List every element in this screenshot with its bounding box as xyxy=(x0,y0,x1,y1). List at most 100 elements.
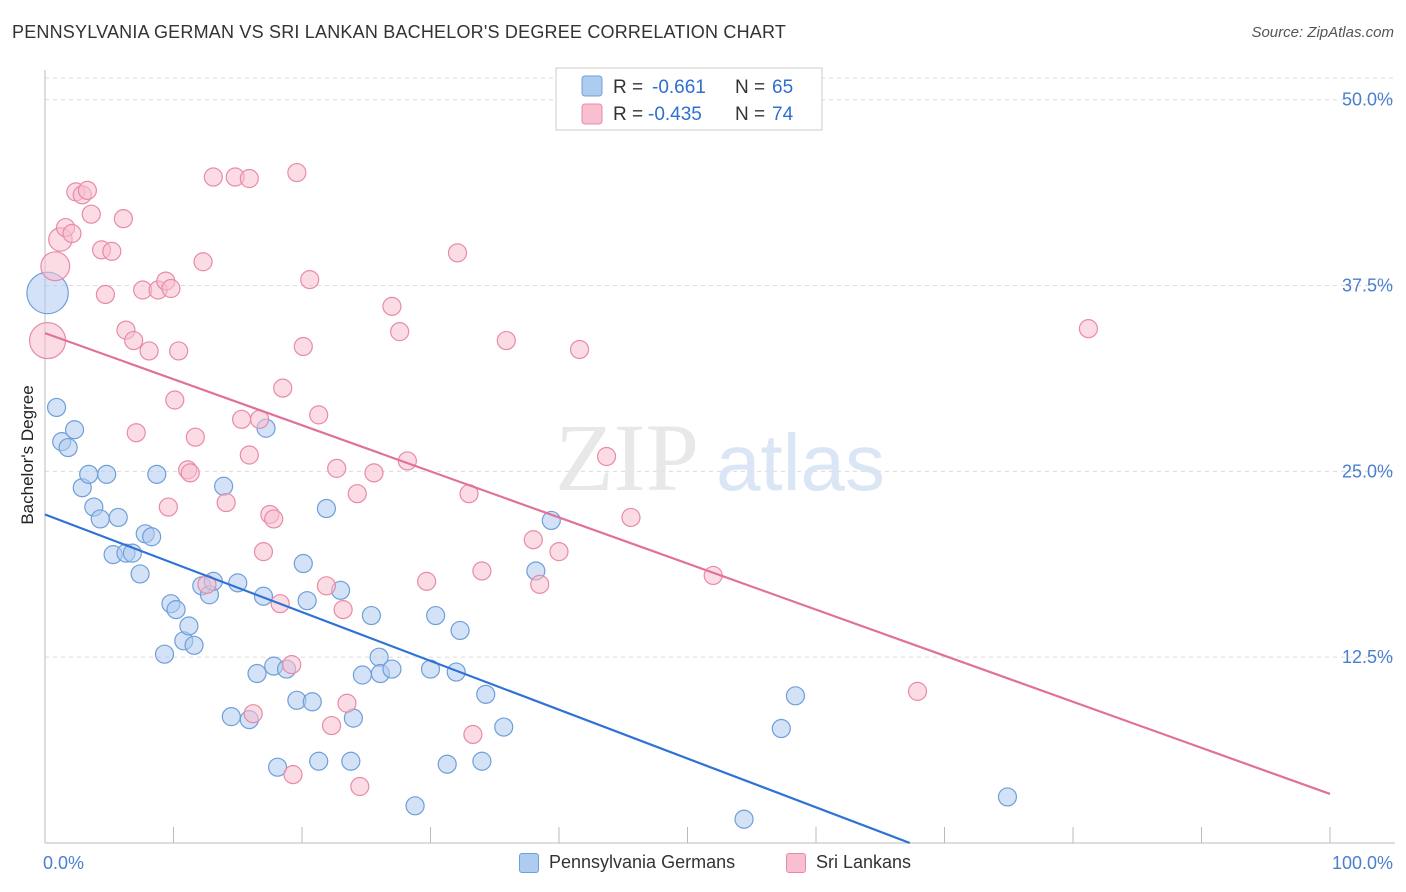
legend-swatch-blue xyxy=(581,75,603,97)
point-pennsylvania-germans xyxy=(472,751,492,771)
series-sri-lankans xyxy=(28,162,1099,797)
point-sri-lankans xyxy=(77,180,98,201)
point-sri-lankans xyxy=(621,507,641,528)
point-sri-lankans xyxy=(158,497,178,517)
point-pennsylvania-germans xyxy=(341,751,361,771)
trend-line-pennsylvania-germans xyxy=(44,513,911,845)
legend-n-value: 74 xyxy=(772,104,794,125)
legend-n-value: 65 xyxy=(772,77,793,98)
point-pennsylvania-germans xyxy=(446,662,466,682)
point-sri-lankans xyxy=(309,405,329,425)
point-pennsylvania-germans xyxy=(450,620,470,641)
x-tick-label: 0.0% xyxy=(43,853,84,873)
point-pennsylvania-germans xyxy=(166,600,186,620)
legend-label: Pennsylvania Germans xyxy=(549,852,736,872)
legend-swatch-pink xyxy=(581,103,603,125)
series-pennsylvania-germans xyxy=(26,271,1018,829)
point-sri-lankans xyxy=(40,251,71,282)
point-sri-lankans xyxy=(243,704,263,724)
point-sri-lankans xyxy=(216,492,236,513)
legend-r-label: R = xyxy=(613,104,643,125)
watermark-atlas: atlas xyxy=(716,418,885,507)
point-sri-lankans xyxy=(273,378,293,398)
tick-labels: 12.5% 25.0% 37.5% 50.0% 0.0% 100.0% xyxy=(43,90,1393,873)
point-pennsylvania-germans xyxy=(352,665,372,685)
point-sri-lankans xyxy=(549,542,569,562)
legend-n-label: N = xyxy=(735,77,765,98)
x-tick-label: 100.0% xyxy=(1332,853,1393,873)
point-sri-lankans xyxy=(169,341,189,361)
point-pennsylvania-germans xyxy=(46,397,67,418)
point-sri-lankans xyxy=(382,296,402,316)
point-sri-lankans xyxy=(124,330,144,351)
point-pennsylvania-germans xyxy=(64,420,85,440)
legend-bottom: Pennsylvania Germans Sri Lankans xyxy=(0,852,1406,878)
point-sri-lankans xyxy=(316,576,337,596)
point-pennsylvania-germans xyxy=(221,707,241,727)
point-pennsylvania-germans xyxy=(785,686,806,706)
point-sri-lankans xyxy=(282,655,302,675)
legend-label: Sri Lankans xyxy=(816,852,912,872)
y-tick-label: 50.0% xyxy=(1342,90,1393,110)
point-pennsylvania-germans xyxy=(476,684,496,704)
point-pennsylvania-germans xyxy=(302,692,322,712)
point-sri-lankans xyxy=(253,542,274,562)
point-pennsylvania-germans xyxy=(734,809,754,829)
point-sri-lankans xyxy=(193,252,213,272)
point-sri-lankans xyxy=(126,423,146,443)
watermark-zip: ZIP xyxy=(555,404,699,511)
point-pennsylvania-germans xyxy=(184,635,204,655)
point-sri-lankans xyxy=(62,223,82,244)
y-tick-label: 12.5% xyxy=(1342,647,1393,667)
source-credit: Source: ZipAtlas.com xyxy=(1251,24,1394,41)
point-sri-lankans xyxy=(293,336,313,357)
point-sri-lankans xyxy=(1078,319,1099,339)
legend-swatch-blue xyxy=(519,852,539,873)
point-pennsylvania-germans xyxy=(382,659,402,679)
point-pennsylvania-germans xyxy=(253,586,274,606)
point-sri-lankans xyxy=(907,681,928,701)
zipatlas-watermark: ZIP atlas xyxy=(555,404,885,511)
point-sri-lankans xyxy=(350,776,370,797)
point-pennsylvania-germans xyxy=(771,718,791,739)
point-pennsylvania-germans xyxy=(997,787,1018,807)
point-pennsylvania-germans xyxy=(297,591,317,611)
point-pennsylvania-germans xyxy=(405,796,425,816)
trend-line-sri-lankans xyxy=(44,332,1331,795)
point-sri-lankans xyxy=(347,484,367,504)
point-pennsylvania-germans xyxy=(214,476,234,496)
point-sri-lankans xyxy=(321,715,342,736)
point-pennsylvania-germans xyxy=(426,605,446,626)
y-tick-label: 37.5% xyxy=(1342,276,1393,296)
point-pennsylvania-germans xyxy=(293,553,313,574)
point-pennsylvania-germans xyxy=(79,464,99,484)
point-sri-lankans xyxy=(139,341,159,361)
point-sri-lankans xyxy=(185,427,205,447)
point-sri-lankans xyxy=(523,530,543,550)
point-pennsylvania-germans xyxy=(108,507,128,528)
point-sri-lankans xyxy=(390,322,410,342)
point-sri-lankans xyxy=(417,571,437,591)
point-sri-lankans xyxy=(300,270,320,290)
point-sri-lankans xyxy=(447,243,468,263)
point-sri-lankans xyxy=(327,458,347,478)
legend-top: R = -0.661 N = 65 R = -0.435 N = 74 xyxy=(555,67,823,131)
legend-item-pennsylvania-germans[interactable]: Pennsylvania Germans xyxy=(519,852,735,873)
legend-r-value: -0.435 xyxy=(648,104,702,125)
point-sri-lankans xyxy=(239,168,259,189)
axes xyxy=(44,70,1395,844)
point-sri-lankans xyxy=(596,446,617,467)
chart-title: PENNSYLVANIA GERMAN VS SRI LANKAN BACHEL… xyxy=(12,22,787,42)
point-pennsylvania-germans xyxy=(316,498,337,519)
point-sri-lankans xyxy=(463,724,483,745)
point-pennsylvania-germans xyxy=(97,464,117,484)
legend-r-value: -0.661 xyxy=(652,77,706,98)
point-pennsylvania-germans xyxy=(130,564,150,584)
legend-item-sri-lankans[interactable]: Sri Lankans xyxy=(786,852,911,873)
point-sri-lankans xyxy=(239,445,259,465)
point-sri-lankans xyxy=(165,390,185,410)
point-pennsylvania-germans xyxy=(228,573,248,593)
point-sri-lankans xyxy=(364,463,384,483)
point-sri-lankans xyxy=(95,284,115,305)
